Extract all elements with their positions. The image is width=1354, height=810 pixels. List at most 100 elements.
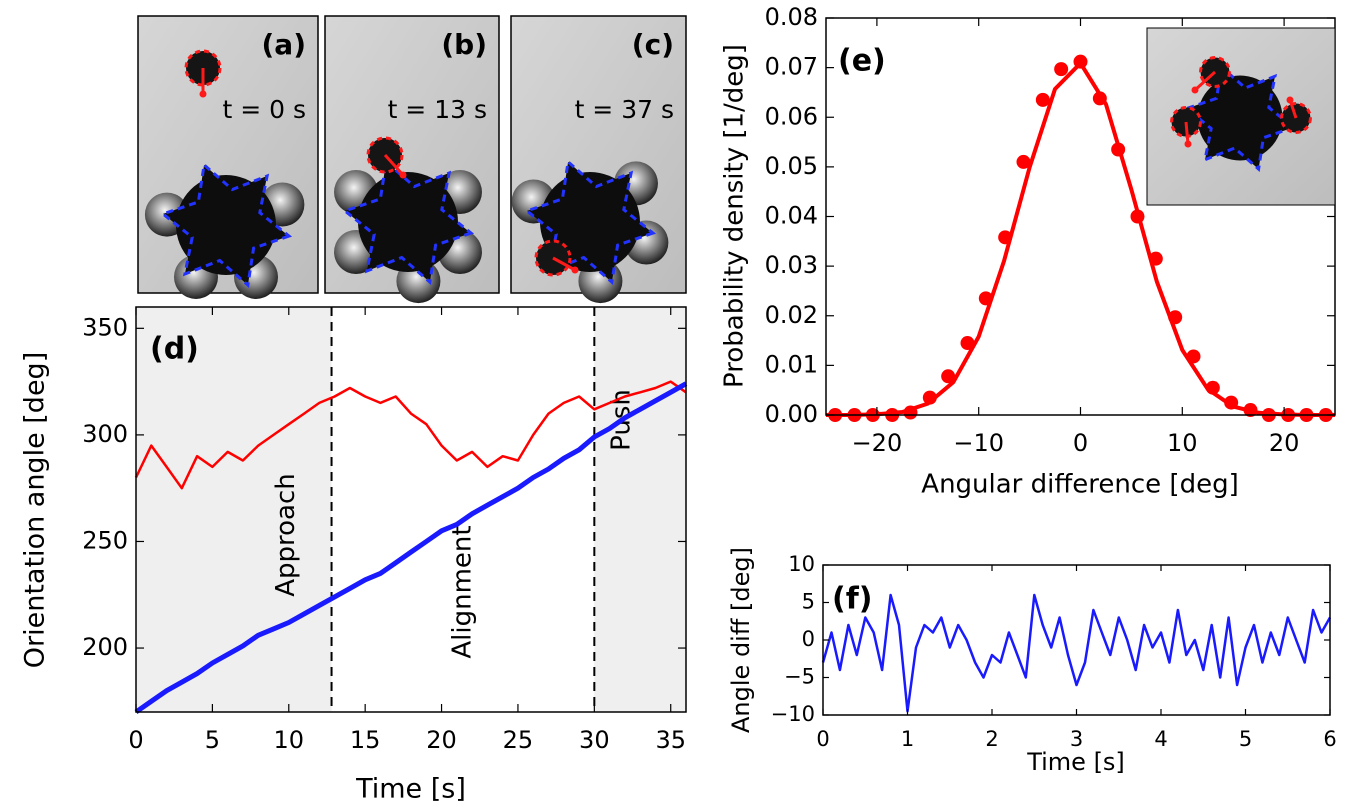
x-axis-label: Angular difference [deg] xyxy=(921,470,1238,500)
x-tick-label: 4 xyxy=(1154,727,1167,751)
plot-frame xyxy=(135,306,687,713)
series-line xyxy=(134,381,688,715)
y-tick-label: 200 xyxy=(82,633,128,661)
data-point xyxy=(1035,92,1050,107)
data-point xyxy=(1224,395,1239,410)
y-axis-label: Orientation angle [deg] xyxy=(20,352,51,668)
y-axis-label: Angle diff [deg] xyxy=(727,547,755,733)
x-tick-label: 25 xyxy=(503,726,534,754)
arrow-head xyxy=(1184,140,1192,148)
x-tick-label: 20 xyxy=(1269,429,1300,457)
data-point xyxy=(998,230,1013,245)
data-point xyxy=(1168,310,1183,325)
y-axis-label: Probability density [1/deg] xyxy=(720,44,750,388)
micrograph: (b) t = 13 s xyxy=(324,15,500,304)
star-outline xyxy=(341,158,475,286)
star-outline xyxy=(1183,63,1297,173)
panel-label: (e) xyxy=(838,44,886,79)
time-label: t = 13 s xyxy=(388,95,487,124)
y-tick-label: 0.00 xyxy=(765,400,818,428)
y-tick-label: 300 xyxy=(82,420,128,448)
x-tick-label: −20 xyxy=(852,429,903,457)
x-tick-label: 10 xyxy=(274,726,305,754)
direction-arrow xyxy=(1193,70,1217,92)
x-tick-label: 5 xyxy=(1239,727,1252,751)
y-tick-label: 350 xyxy=(82,313,128,341)
data-point xyxy=(1130,209,1145,224)
y-tick-label: 10 xyxy=(788,552,815,576)
x-tick-label: 10 xyxy=(1167,429,1198,457)
phase-shading xyxy=(136,307,332,712)
data-point xyxy=(922,390,937,405)
x-tick-label: 20 xyxy=(426,726,457,754)
x-tick-label: 3 xyxy=(1070,727,1083,751)
x-tick-label: 30 xyxy=(579,726,610,754)
marker-circle xyxy=(366,136,404,174)
direction-arrow xyxy=(383,153,405,177)
phase-label: Approach xyxy=(271,473,301,597)
data-point xyxy=(1205,380,1220,395)
x-axis-label: Time [s] xyxy=(1026,748,1125,776)
arrow-head xyxy=(1191,86,1199,94)
data-point xyxy=(1186,349,1201,364)
panel-label: (b) xyxy=(441,28,487,61)
marker-circle xyxy=(1199,56,1231,88)
plot-background xyxy=(823,565,1330,715)
data-point xyxy=(1073,54,1088,69)
marker-circle xyxy=(1280,102,1312,134)
chart: 0 1 2 3 4 5 6 −10 −5 0 5 10 Time [s] Angle diff [deg]… xyxy=(727,547,1337,776)
x-axis-label: Time [s] xyxy=(355,774,466,805)
x-tick-label: 6 xyxy=(1323,727,1336,751)
arrow-head xyxy=(199,90,207,98)
arrow-head xyxy=(1286,96,1294,104)
y-tick-label: 0.04 xyxy=(765,202,818,230)
panel-label: (d) xyxy=(150,332,199,367)
time-label: t = 37 s xyxy=(575,95,674,124)
data-point xyxy=(1111,142,1126,157)
x-tick-label: 5 xyxy=(205,726,220,754)
panel-label: (a) xyxy=(262,28,307,61)
panel-label: (c) xyxy=(632,28,674,61)
marker-circle xyxy=(184,49,222,87)
chart: −20 −10 0 10 20 0.00 0.01 0.02 0.03 0.04 0.05 0.06 0… xyxy=(720,3,1336,500)
x-tick-label: 2 xyxy=(985,727,998,751)
data-point xyxy=(1148,251,1163,266)
x-tick-label: 15 xyxy=(350,726,381,754)
x-tick-label: 1 xyxy=(901,727,914,751)
phase-shading xyxy=(594,307,686,712)
x-tick-label: 0 xyxy=(1073,429,1088,457)
x-tick-label: −10 xyxy=(953,429,1004,457)
data-point xyxy=(903,405,918,420)
y-tick-label: 0.02 xyxy=(765,301,818,329)
direction-arrow xyxy=(552,256,576,272)
x-tick-label: 0 xyxy=(816,727,829,751)
inset-micrograph xyxy=(1146,27,1336,206)
data-point xyxy=(978,291,993,306)
data-point xyxy=(1243,403,1258,418)
marker-circle xyxy=(534,239,572,277)
data-point xyxy=(941,369,956,384)
x-tick-label: 0 xyxy=(128,726,143,754)
series-line xyxy=(134,380,687,490)
y-tick-label: 0.06 xyxy=(765,102,818,130)
time-label: t = 0 s xyxy=(222,95,306,124)
y-tick-label: 0.07 xyxy=(765,53,818,81)
panel-label: (f) xyxy=(832,582,872,617)
y-tick-label: 0.01 xyxy=(765,350,818,378)
y-tick-label: −5 xyxy=(784,665,815,689)
y-tick-label: −10 xyxy=(771,702,815,726)
micrograph: (a) t = 0 s xyxy=(137,15,319,299)
y-tick-label: 0.05 xyxy=(765,152,818,180)
star-outline xyxy=(159,161,293,289)
direction-arrow xyxy=(1184,121,1190,145)
data-point xyxy=(1054,62,1069,77)
data-point xyxy=(960,336,975,351)
y-tick-label: 0.03 xyxy=(765,251,818,279)
data-point xyxy=(1016,154,1031,169)
arrow-head xyxy=(399,171,407,179)
x-tick-label: 35 xyxy=(655,726,686,754)
phase-label: Alignment xyxy=(447,525,477,658)
y-tick-label: 5 xyxy=(802,590,815,614)
data-point xyxy=(1092,91,1107,106)
